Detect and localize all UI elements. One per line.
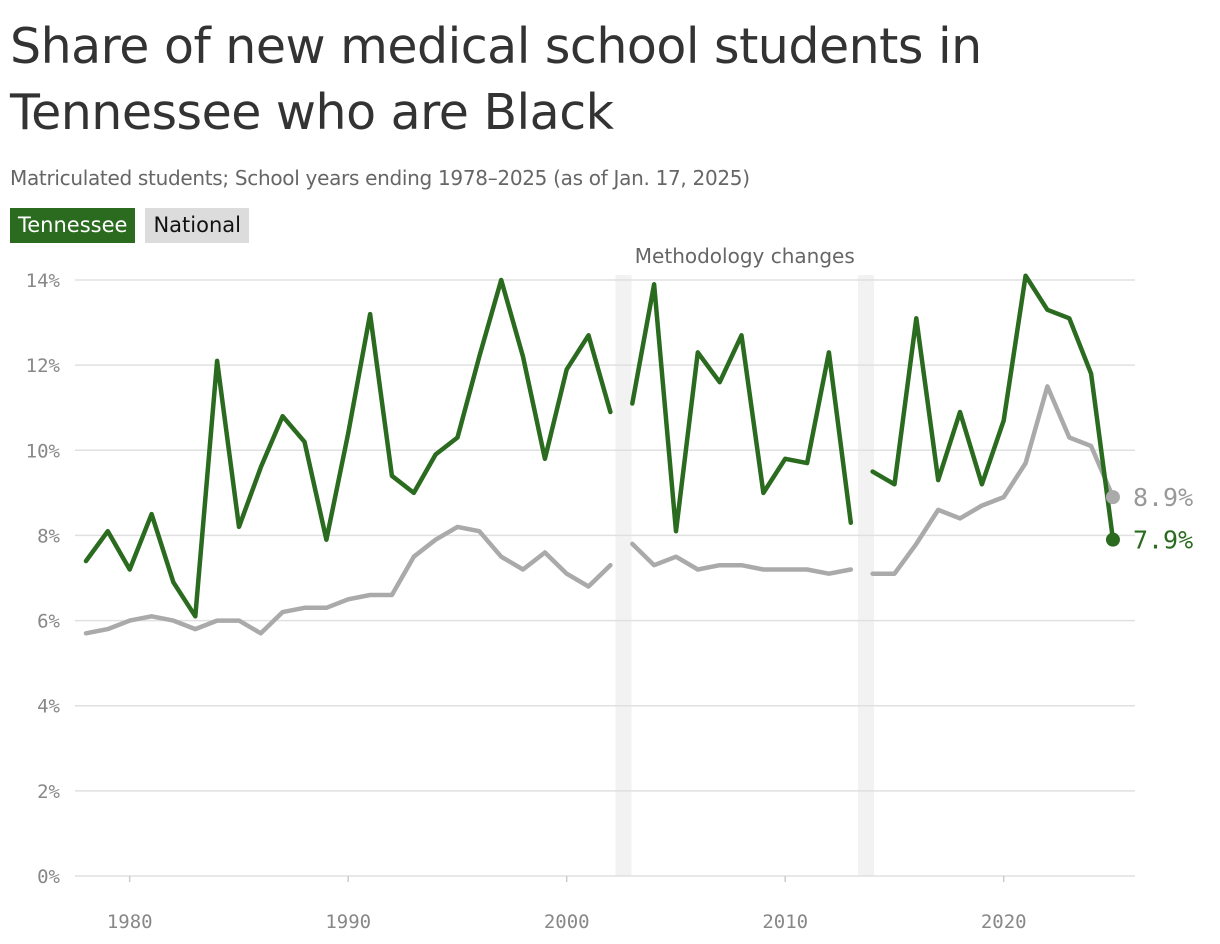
x-tick-label: 2010 — [762, 911, 808, 933]
legend-item-tennessee: Tennessee — [10, 208, 136, 243]
x-axis-ticks: 1980 1990 2000 2010 2020 — [107, 876, 1027, 933]
national-line-segment-3 — [870, 384, 1116, 576]
methodology-bands — [615, 275, 875, 876]
y-tick-label: 8% — [37, 525, 60, 547]
x-tick-label: 1990 — [325, 911, 371, 933]
x-tick-label: 2000 — [544, 911, 590, 933]
methodology-band-2 — [858, 275, 875, 876]
tennessee-end-point — [1105, 532, 1120, 547]
methodology-annotation: Methodology changes — [635, 244, 855, 268]
legend: Tennessee National — [10, 208, 249, 243]
x-tick-label: 2020 — [981, 911, 1027, 933]
chart-subtitle: Matriculated students; School years endi… — [10, 166, 750, 190]
tennessee-line-segment-1 — [83, 277, 613, 619]
national-end-label: 8.9% — [1133, 483, 1193, 512]
gridlines — [75, 279, 1135, 877]
tennessee-line-segment-3 — [870, 273, 1116, 542]
national-line-segment-2 — [630, 541, 854, 576]
y-tick-label: 4% — [37, 696, 60, 718]
methodology-band-1 — [615, 275, 632, 876]
x-tick-label: 1980 — [107, 911, 153, 933]
legend-item-national: National — [145, 208, 249, 243]
chart-title: Share of new medical school students in … — [10, 18, 982, 141]
tennessee-line-segment-2 — [630, 282, 854, 534]
y-tick-label: 2% — [37, 781, 60, 803]
y-tick-label: 10% — [26, 440, 61, 462]
national-line-segment-1 — [83, 524, 613, 636]
y-tick-label: 12% — [26, 355, 61, 377]
tennessee-end-label: 7.9% — [1133, 526, 1193, 555]
national-end-point — [1105, 490, 1120, 505]
y-tick-label: 0% — [37, 866, 60, 888]
y-axis-ticks: 0% 2% 4% 6% 8% 10% 12% 14% — [26, 270, 61, 888]
series-lines — [83, 273, 1116, 636]
y-tick-label: 6% — [37, 611, 60, 633]
y-tick-label: 14% — [26, 270, 61, 292]
end-markers: 8.9% 7.9% — [1105, 483, 1193, 555]
